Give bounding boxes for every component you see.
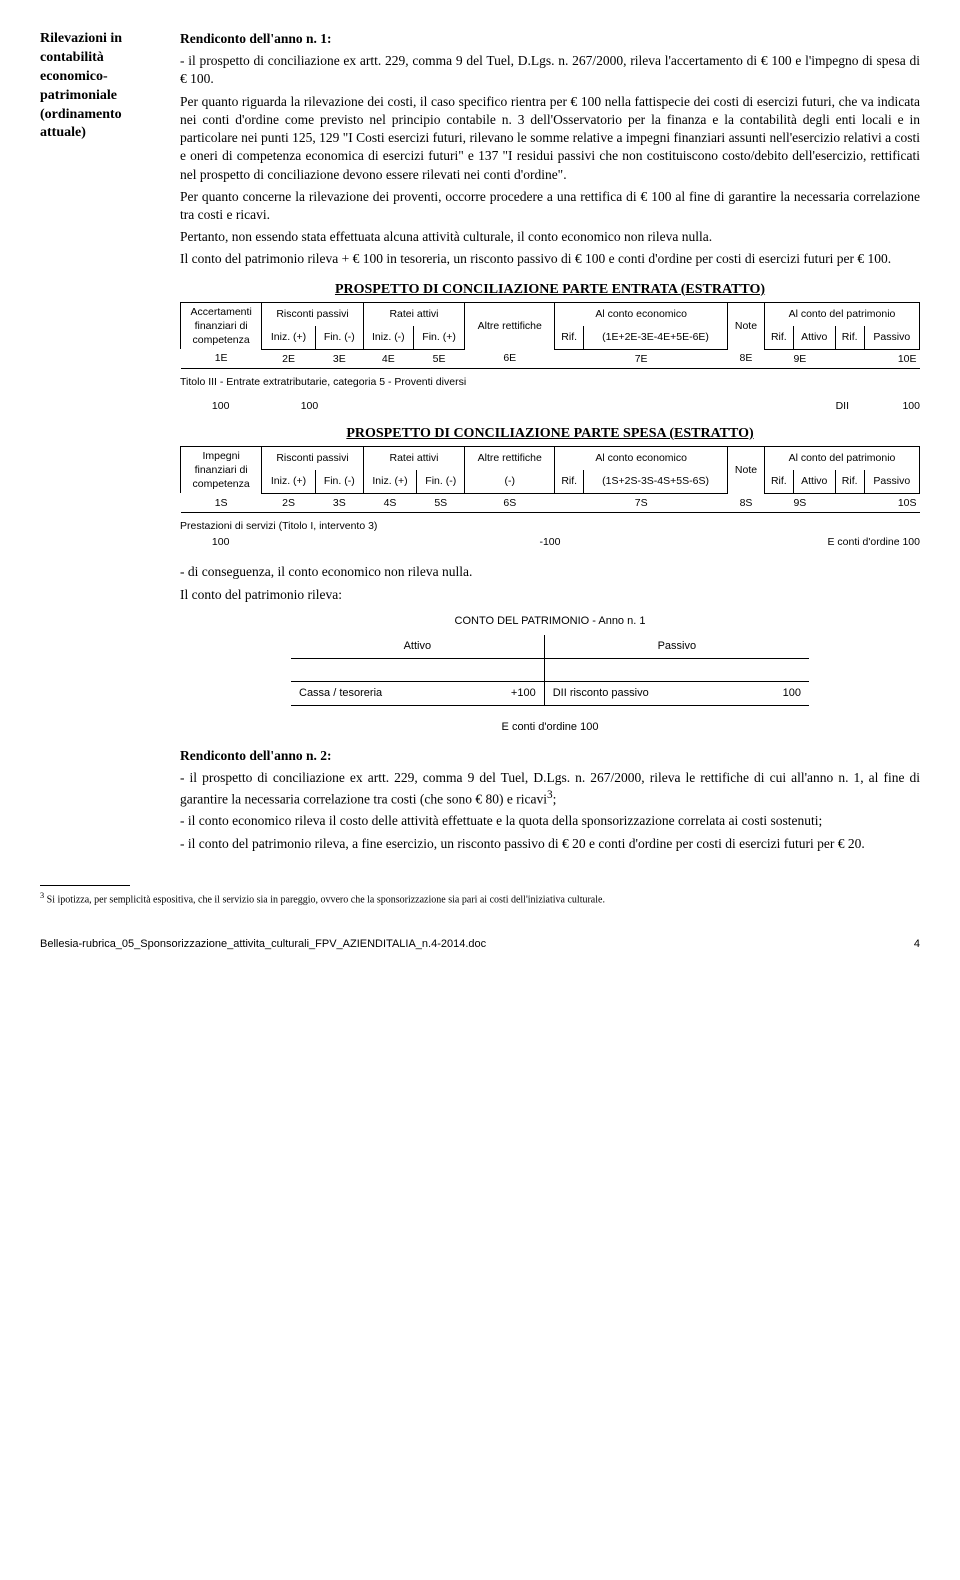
rend2-p2: - il conto economico rileva il costo del… [180, 812, 920, 830]
entrata-sub-passivo: Passivo [864, 326, 919, 350]
entrata-h4: Altre rettifiche [465, 302, 555, 349]
entrata-code-4: 5E [413, 349, 464, 368]
para-3: Per quanto concerne la rilevazione dei p… [180, 188, 920, 224]
spesa-h5: Al conto economico [555, 446, 728, 470]
footer-page: 4 [914, 937, 920, 952]
entrata-h1: Accertamenti finanziari di competenza [181, 302, 262, 349]
spesa-val-1: 100 [180, 535, 261, 549]
spesa-sub-formula: (1S+2S-3S-4S+5S-6S) [584, 470, 728, 494]
entrata-h6: Note [728, 302, 765, 349]
entrata-code-7: 8E [728, 349, 765, 368]
footer: Bellesia-rubrica_05_Sponsorizzazione_att… [40, 937, 920, 952]
spesa-code-5: 6S [465, 493, 555, 512]
entrata-sub-inizp: Iniz. (+) [262, 326, 316, 350]
rend2-p3: - il conto del patrimonio rileva, a fine… [180, 835, 920, 853]
entrata-sub-rif: Rif. [555, 326, 584, 350]
spesa-h1: Impegni finanziari di competenza [181, 446, 262, 493]
spesa-h6: Note [728, 446, 765, 493]
patrimonio-r1c2: +100 [470, 682, 544, 706]
entrata-code-0: 1E [181, 349, 262, 368]
spesa-sub-rif3: Rif. [835, 470, 864, 494]
spesa-code-9: 10S [835, 493, 919, 512]
entrata-code-3: 4E [363, 349, 413, 368]
entrata-title: PROSPETTO DI CONCILIAZIONE PARTE ENTRATA… [180, 281, 920, 300]
main-content: Rendiconto dell'anno n. 1: - il prospett… [180, 30, 920, 853]
entrata-table: Accertamenti finanziari di competenza Ri… [180, 302, 920, 369]
rendiconto1-title: Rendiconto dell'anno n. 1: [180, 31, 332, 46]
entrata-titolo-label: Titolo III - Entrate extratributarie, ca… [180, 375, 920, 389]
footer-file: Bellesia-rubrica_05_Sponsorizzazione_att… [40, 937, 486, 952]
spesa-h2: Risconti passivi [262, 446, 363, 470]
entrata-sub-rif2: Rif. [764, 326, 793, 350]
entrata-h3: Ratei attivi [363, 302, 464, 326]
rendiconto2-title: Rendiconto dell'anno n. 2: [180, 748, 332, 763]
entrata-val-1: 100 [180, 399, 261, 413]
sidebar-label: Rilevazioni in contabilità economico-pat… [40, 30, 160, 143]
spesa-val-3: E conti d'ordine 100 [828, 535, 921, 549]
entrata-sub-rif3: Rif. [835, 326, 864, 350]
entrata-sub-finm: Fin. (-) [315, 326, 363, 350]
patrimonio-attivo: Attivo [291, 635, 544, 658]
patrimonio-r1c1: Cassa / tesoreria [291, 682, 470, 706]
footnote-rule [40, 885, 130, 886]
spesa-code-1: 2S [262, 493, 316, 512]
entrata-sub-finp: Fin. (+) [413, 326, 464, 350]
spesa-code-4: 5S [417, 493, 465, 512]
patrimonio-r1c4: 100 [747, 682, 809, 706]
para-1: - il prospetto di conciliazione ex artt.… [180, 52, 920, 88]
patrimonio-title: CONTO DEL PATRIMONIO - Anno n. 1 [180, 614, 920, 629]
entrata-val-2: 100 [261, 399, 357, 413]
para-2: Per quanto riguarda la rilevazione dei c… [180, 93, 920, 184]
spesa-h3: Ratei attivi [363, 446, 464, 470]
footnote: 3 Si ipotizza, per semplicità espositiva… [40, 890, 920, 907]
entrata-h2: Risconti passivi [262, 302, 363, 326]
spesa-code-3: 4S [363, 493, 417, 512]
spesa-sub-attivo: Attivo [793, 470, 835, 494]
spesa-code-7: 8S [728, 493, 765, 512]
spesa-sub-rif: Rif. [555, 470, 584, 494]
mid-p2: Il conto del patrimonio rileva: [180, 586, 920, 604]
spesa-h7: Al conto del patrimonio [764, 446, 919, 470]
spesa-prest-label: Prestazioni di servizi (Titolo I, interv… [180, 519, 920, 533]
patrimonio-r1c3: DII risconto passivo [544, 682, 747, 706]
spesa-table: Impegni finanziari di competenza Riscont… [180, 446, 920, 513]
spesa-sub-finm2: Fin. (-) [417, 470, 465, 494]
entrata-h7: Al conto del patrimonio [764, 302, 919, 326]
spesa-val-2: -100 [520, 535, 579, 549]
patrimonio-ordine: E conti d'ordine 100 [180, 720, 920, 735]
entrata-sub-inizm: Iniz. (-) [363, 326, 413, 350]
entrata-code-1: 2E [262, 349, 316, 368]
entrata-val-3: DII [816, 399, 868, 413]
entrata-sub-formula: (1E+2E-3E-4E+5E-6E) [584, 326, 728, 350]
spesa-sub-inizp: Iniz. (+) [262, 470, 316, 494]
entrata-code-2: 3E [315, 349, 363, 368]
entrata-val-4: 100 [868, 399, 920, 413]
para-4: Pertanto, non essendo stata effettuata a… [180, 228, 920, 246]
spesa-sub-rif2: Rif. [764, 470, 793, 494]
spesa-sub-rettm: (-) [465, 470, 555, 494]
spesa-code-8: 9S [764, 493, 835, 512]
rend2-p1: - il prospetto di conciliazione ex artt.… [180, 769, 920, 808]
entrata-code-6: 7E [555, 349, 728, 368]
entrata-code-9: 10E [835, 349, 919, 368]
spesa-sub-inizp2: Iniz. (+) [363, 470, 417, 494]
spesa-sub-finm: Fin. (-) [315, 470, 363, 494]
spesa-code-2: 3S [315, 493, 363, 512]
patrimonio-table: Attivo Passivo Cassa / tesoreria +100 DI… [291, 635, 809, 707]
para-5: Il conto del patrimonio rileva + € 100 i… [180, 250, 920, 268]
spesa-h4: Altre rettifiche [465, 446, 555, 470]
spesa-sub-passivo: Passivo [864, 470, 919, 494]
entrata-code-5: 6E [465, 349, 555, 368]
spesa-code-0: 1S [181, 493, 262, 512]
entrata-code-8: 9E [764, 349, 835, 368]
mid-p1: - di conseguenza, il conto economico non… [180, 563, 920, 581]
spesa-code-6: 7S [555, 493, 728, 512]
patrimonio-passivo: Passivo [544, 635, 809, 658]
entrata-sub-attivo: Attivo [793, 326, 835, 350]
spesa-title: PROSPETTO DI CONCILIAZIONE PARTE SPESA (… [180, 425, 920, 444]
entrata-h5: Al conto economico [555, 302, 728, 326]
